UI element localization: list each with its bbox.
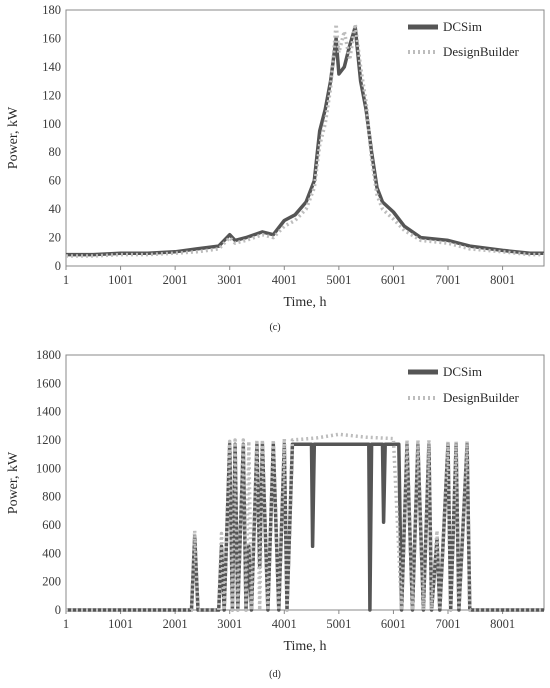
- x-tick-label: 6001: [381, 617, 406, 631]
- plot-frame-d: [65, 354, 545, 611]
- y-tick-label: 1600: [36, 376, 61, 390]
- legend-label-designbuilder-c: DesignBuilder: [443, 44, 519, 59]
- x-tick-label: 6001: [381, 273, 406, 287]
- legend-label-dcsim-c: DCSim: [443, 19, 482, 34]
- x-tick-label: 7001: [436, 617, 461, 631]
- caption-d: (d): [269, 669, 281, 680]
- y-tick-label: 1200: [36, 433, 61, 447]
- x-ticks-d: 1 1001 2001 3001 4001 5001 6001 7001 8001: [63, 610, 515, 631]
- x-tick-label: 5001: [326, 273, 351, 287]
- y-tick-label: 20: [49, 231, 62, 245]
- x-tick-label: 2001: [163, 617, 188, 631]
- series-line-designbuilder: [66, 432, 544, 612]
- x-tick-label: 7001: [436, 273, 461, 287]
- series-line-dcsim: [66, 25, 544, 257]
- y-tick-label: 800: [42, 490, 61, 504]
- y-tick-label: 40: [49, 202, 62, 216]
- x-tick-label: 5001: [326, 617, 351, 631]
- plot-frame-c: [65, 9, 545, 267]
- y-tick-label: 100: [42, 117, 61, 131]
- y-ticks-c: 0 20 40 60 80 100 120 140 160 180: [42, 3, 61, 273]
- y-tick-label: 140: [42, 60, 61, 74]
- x-axis-label-d: Time, h: [283, 639, 326, 654]
- y-axis-label-d: Power, kW: [6, 451, 21, 514]
- series-group-d: [66, 432, 544, 612]
- x-tick-label: 1001: [108, 273, 133, 287]
- x-tick-label: 1001: [108, 617, 133, 631]
- legend-label-dcsim-d: DCSim: [443, 364, 482, 379]
- y-tick-label: 200: [42, 575, 61, 589]
- y-tick-label: 400: [42, 546, 61, 560]
- y-ticks-d: 0 200 400 600 800 1000 1200 1400 1600 1800: [36, 348, 61, 617]
- caption-c: (c): [269, 322, 280, 333]
- x-tick-label: 3001: [217, 617, 242, 631]
- series-group-c: [66, 22, 544, 258]
- chart-d: 0 200 400 600 800 1000 1200 1400 1600 1800 1 1001 2…: [6, 348, 545, 680]
- legend-d: DCSim DesignBuilder: [408, 364, 519, 405]
- chart-c: 0 20 40 60 80 100 120 140 160 180 1 1001 2001 3001 40…: [6, 3, 545, 333]
- legend-label-designbuilder-d: DesignBuilder: [443, 390, 519, 405]
- y-tick-label: 0: [55, 259, 61, 273]
- x-tick-label: 4001: [272, 617, 297, 631]
- x-tick-label: 1: [63, 617, 69, 631]
- y-tick-label: 60: [49, 174, 62, 188]
- x-tick-label: 2001: [163, 273, 188, 287]
- y-tick-label: 180: [42, 3, 61, 17]
- series-line-dcsim: [66, 442, 544, 612]
- y-tick-label: 160: [42, 31, 61, 45]
- x-ticks-c: 1 1001 2001 3001 4001 5001 6001 7001 8001: [63, 266, 515, 287]
- y-tick-label: 1800: [36, 348, 61, 362]
- y-axis-label-c: Power, kW: [6, 106, 21, 169]
- y-tick-label: 0: [55, 603, 61, 617]
- x-tick-label: 1: [63, 273, 69, 287]
- x-tick-label: 3001: [217, 273, 242, 287]
- x-tick-label: 8001: [490, 617, 515, 631]
- y-tick-label: 1000: [36, 461, 61, 475]
- x-tick-label: 4001: [272, 273, 297, 287]
- x-axis-label-c: Time, h: [283, 295, 326, 310]
- y-tick-label: 80: [49, 145, 62, 159]
- y-tick-label: 120: [42, 88, 61, 102]
- x-tick-label: 8001: [490, 273, 515, 287]
- y-tick-label: 600: [42, 518, 61, 532]
- y-tick-label: 1400: [36, 405, 61, 419]
- legend-c: DCSim DesignBuilder: [408, 19, 519, 59]
